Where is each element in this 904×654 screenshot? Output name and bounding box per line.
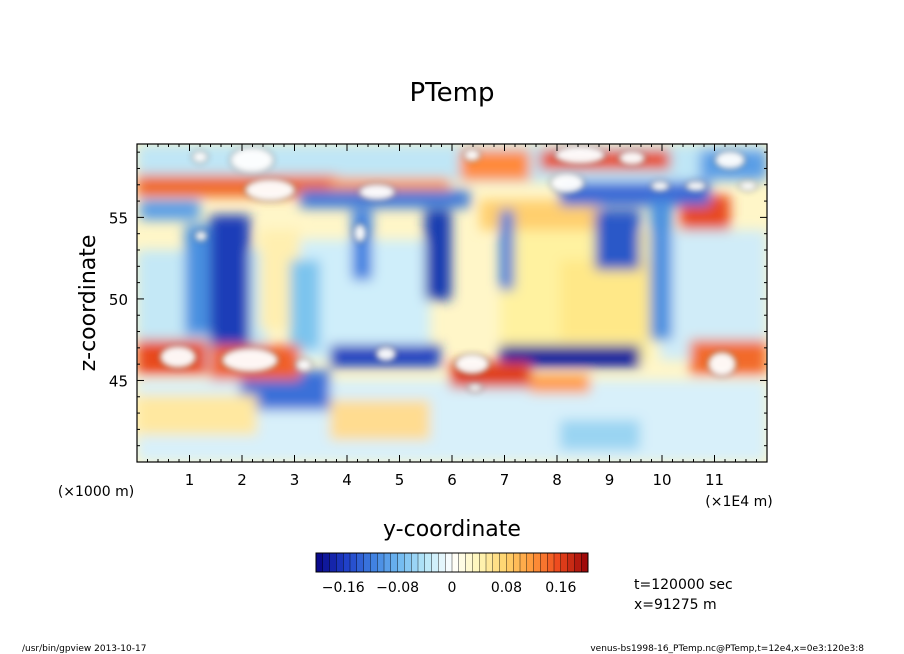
- colorbar-cell: [322, 552, 331, 573]
- colorbar-cell: [431, 552, 439, 573]
- colorbar-tick-label: 0.16: [545, 580, 576, 596]
- colorbar-cell: [547, 552, 555, 573]
- colorbar-cell: [519, 552, 528, 573]
- colorbar-cell: [329, 552, 337, 573]
- colorbar-cell: [513, 552, 521, 573]
- x-scale-note: (×1E4 m): [705, 494, 772, 510]
- colorbar-ticks: −0.16 −0.08 0 0.08 0.16: [322, 580, 577, 596]
- x-tick-label: 6: [447, 471, 457, 489]
- y-axis-label: z-coordinate: [76, 235, 101, 372]
- colorbar-cell: [438, 552, 446, 573]
- colorbar-cell: [485, 552, 494, 573]
- colorbar-cell: [377, 552, 385, 573]
- colorbar-cell: [499, 552, 507, 573]
- colorbar-cell: [451, 552, 460, 573]
- colorbar-cell: [472, 552, 480, 573]
- colorbar-cell: [574, 552, 582, 573]
- annotation-position: x=91275 m: [634, 597, 717, 613]
- heatmap-field: [137, 144, 767, 462]
- chart-title: PTemp: [410, 78, 495, 108]
- colorbar-cell: [349, 552, 358, 573]
- colorbar-cell: [411, 552, 419, 573]
- colorbar-cell: [343, 552, 351, 573]
- x-axis-label: y-coordinate: [383, 517, 521, 542]
- colorbar-cell: [356, 552, 365, 573]
- y-tick-label: 45: [109, 372, 128, 390]
- colorbar-cell: [458, 552, 467, 573]
- footer-left: /usr/bin/gpview 2013-10-17: [22, 644, 146, 654]
- colorbar-cell: [397, 552, 405, 573]
- colorbar-cell: [567, 552, 575, 573]
- y-scale-note: (×1000 m): [58, 484, 134, 500]
- annotation-time: t=120000 sec: [634, 577, 733, 593]
- colorbar-cell: [424, 552, 433, 573]
- y-tick-label: 55: [109, 209, 128, 227]
- colorbar-cell: [383, 552, 392, 573]
- colorbar-cell: [417, 552, 426, 573]
- colorbar-cell: [540, 552, 548, 573]
- footer-right: venus-bs1998-16_PTemp.nc@PTemp,t=12e4,x=…: [590, 644, 864, 654]
- colorbar-cell: [390, 552, 399, 573]
- colorbar: [315, 552, 589, 573]
- y-tick-label: 50: [109, 291, 128, 309]
- colorbar-cell: [492, 552, 501, 573]
- x-tick-label: 3: [290, 471, 300, 489]
- colorbar-cell: [370, 552, 378, 573]
- colorbar-tick-label: −0.16: [322, 580, 365, 596]
- x-axis-ticks: 1 2 3 4 5 6 7 8 9 10 11: [136, 144, 768, 489]
- colorbar-cell: [465, 552, 473, 573]
- colorbar-cell: [560, 552, 569, 573]
- x-tick-label: 2: [237, 471, 247, 489]
- colorbar-cell: [581, 552, 589, 573]
- x-tick-label: 9: [605, 471, 615, 489]
- x-tick-label: 11: [705, 471, 724, 489]
- colorbar-cell: [445, 552, 453, 573]
- x-tick-label: 7: [500, 471, 510, 489]
- colorbar-cell: [553, 552, 562, 573]
- y-axis-ticks: 45 50 55: [109, 151, 767, 447]
- colorbar-cell: [506, 552, 514, 573]
- colorbar-cell: [315, 552, 324, 573]
- colorbar-cell: [479, 552, 487, 573]
- colorbar-cell: [363, 552, 371, 573]
- colorbar-cell: [533, 552, 541, 573]
- x-tick-label: 1: [185, 471, 195, 489]
- colorbar-tick-label: 0.08: [491, 580, 522, 596]
- x-tick-label: 8: [552, 471, 562, 489]
- x-tick-label: 10: [652, 471, 671, 489]
- colorbar-cell: [526, 552, 535, 573]
- colorbar-cell: [404, 552, 412, 573]
- x-tick-label: 4: [342, 471, 352, 489]
- colorbar-tick-label: −0.08: [376, 580, 419, 596]
- x-tick-label: 5: [395, 471, 405, 489]
- colorbar-tick-label: 0: [448, 580, 457, 596]
- colorbar-frame: [315, 552, 589, 573]
- colorbar-cell: [336, 552, 344, 573]
